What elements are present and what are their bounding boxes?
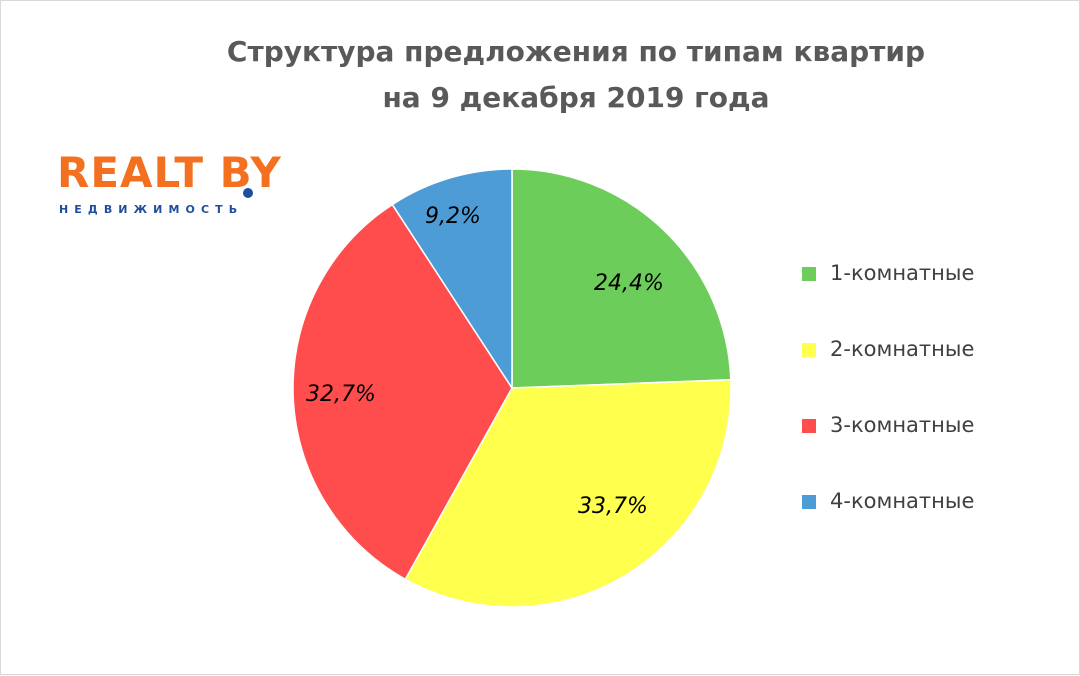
- pie-slice-label-3: 32,7%: [306, 382, 376, 407]
- pie-slice-label-1: 24,4%: [594, 271, 664, 296]
- legend-swatch-3: [802, 419, 816, 433]
- legend-label-2: 2-комнатные: [830, 337, 975, 361]
- legend-label-1: 1-комнатные: [830, 261, 975, 285]
- chart-title-line-2: на 9 декабря 2019 года: [382, 81, 770, 114]
- chart-legend: 1-комнатные 2-комнатные 3-комнатные 4-комна…: [802, 259, 1062, 563]
- legend-swatch-1: [802, 267, 816, 281]
- legend-swatch-2: [802, 343, 816, 357]
- logo-dot-icon: [243, 188, 253, 198]
- pie-slice-3: [292, 203, 513, 581]
- pie-slice-2: [404, 378, 732, 608]
- logo-tagline: НЕДВИЖИМОСТЬ: [59, 203, 244, 216]
- chart-title-line-1: Структура предложения по типам квартир: [226, 35, 926, 68]
- realt-logo: REALT BY НЕДВИЖИМОСТЬ: [57, 147, 287, 237]
- legend-label-4: 4-комнатные: [830, 489, 975, 513]
- pie-slice-label-4: 9,2%: [425, 204, 481, 229]
- legend-item-3: 3-комнатные: [802, 411, 1062, 487]
- chart-title: Структура предложения по типам квартир н…: [1, 29, 1080, 121]
- legend-item-2: 2-комнатные: [802, 335, 1062, 411]
- pie-slice-label-2: 33,7%: [578, 494, 648, 519]
- legend-item-4: 4-комнатные: [802, 487, 1062, 563]
- legend-label-3: 3-комнатные: [830, 413, 975, 437]
- legend-item-1: 1-комнатные: [802, 259, 1062, 335]
- pie-slice-1: [511, 168, 732, 389]
- legend-swatch-4: [802, 495, 816, 509]
- pie-slice-4: [391, 168, 513, 391]
